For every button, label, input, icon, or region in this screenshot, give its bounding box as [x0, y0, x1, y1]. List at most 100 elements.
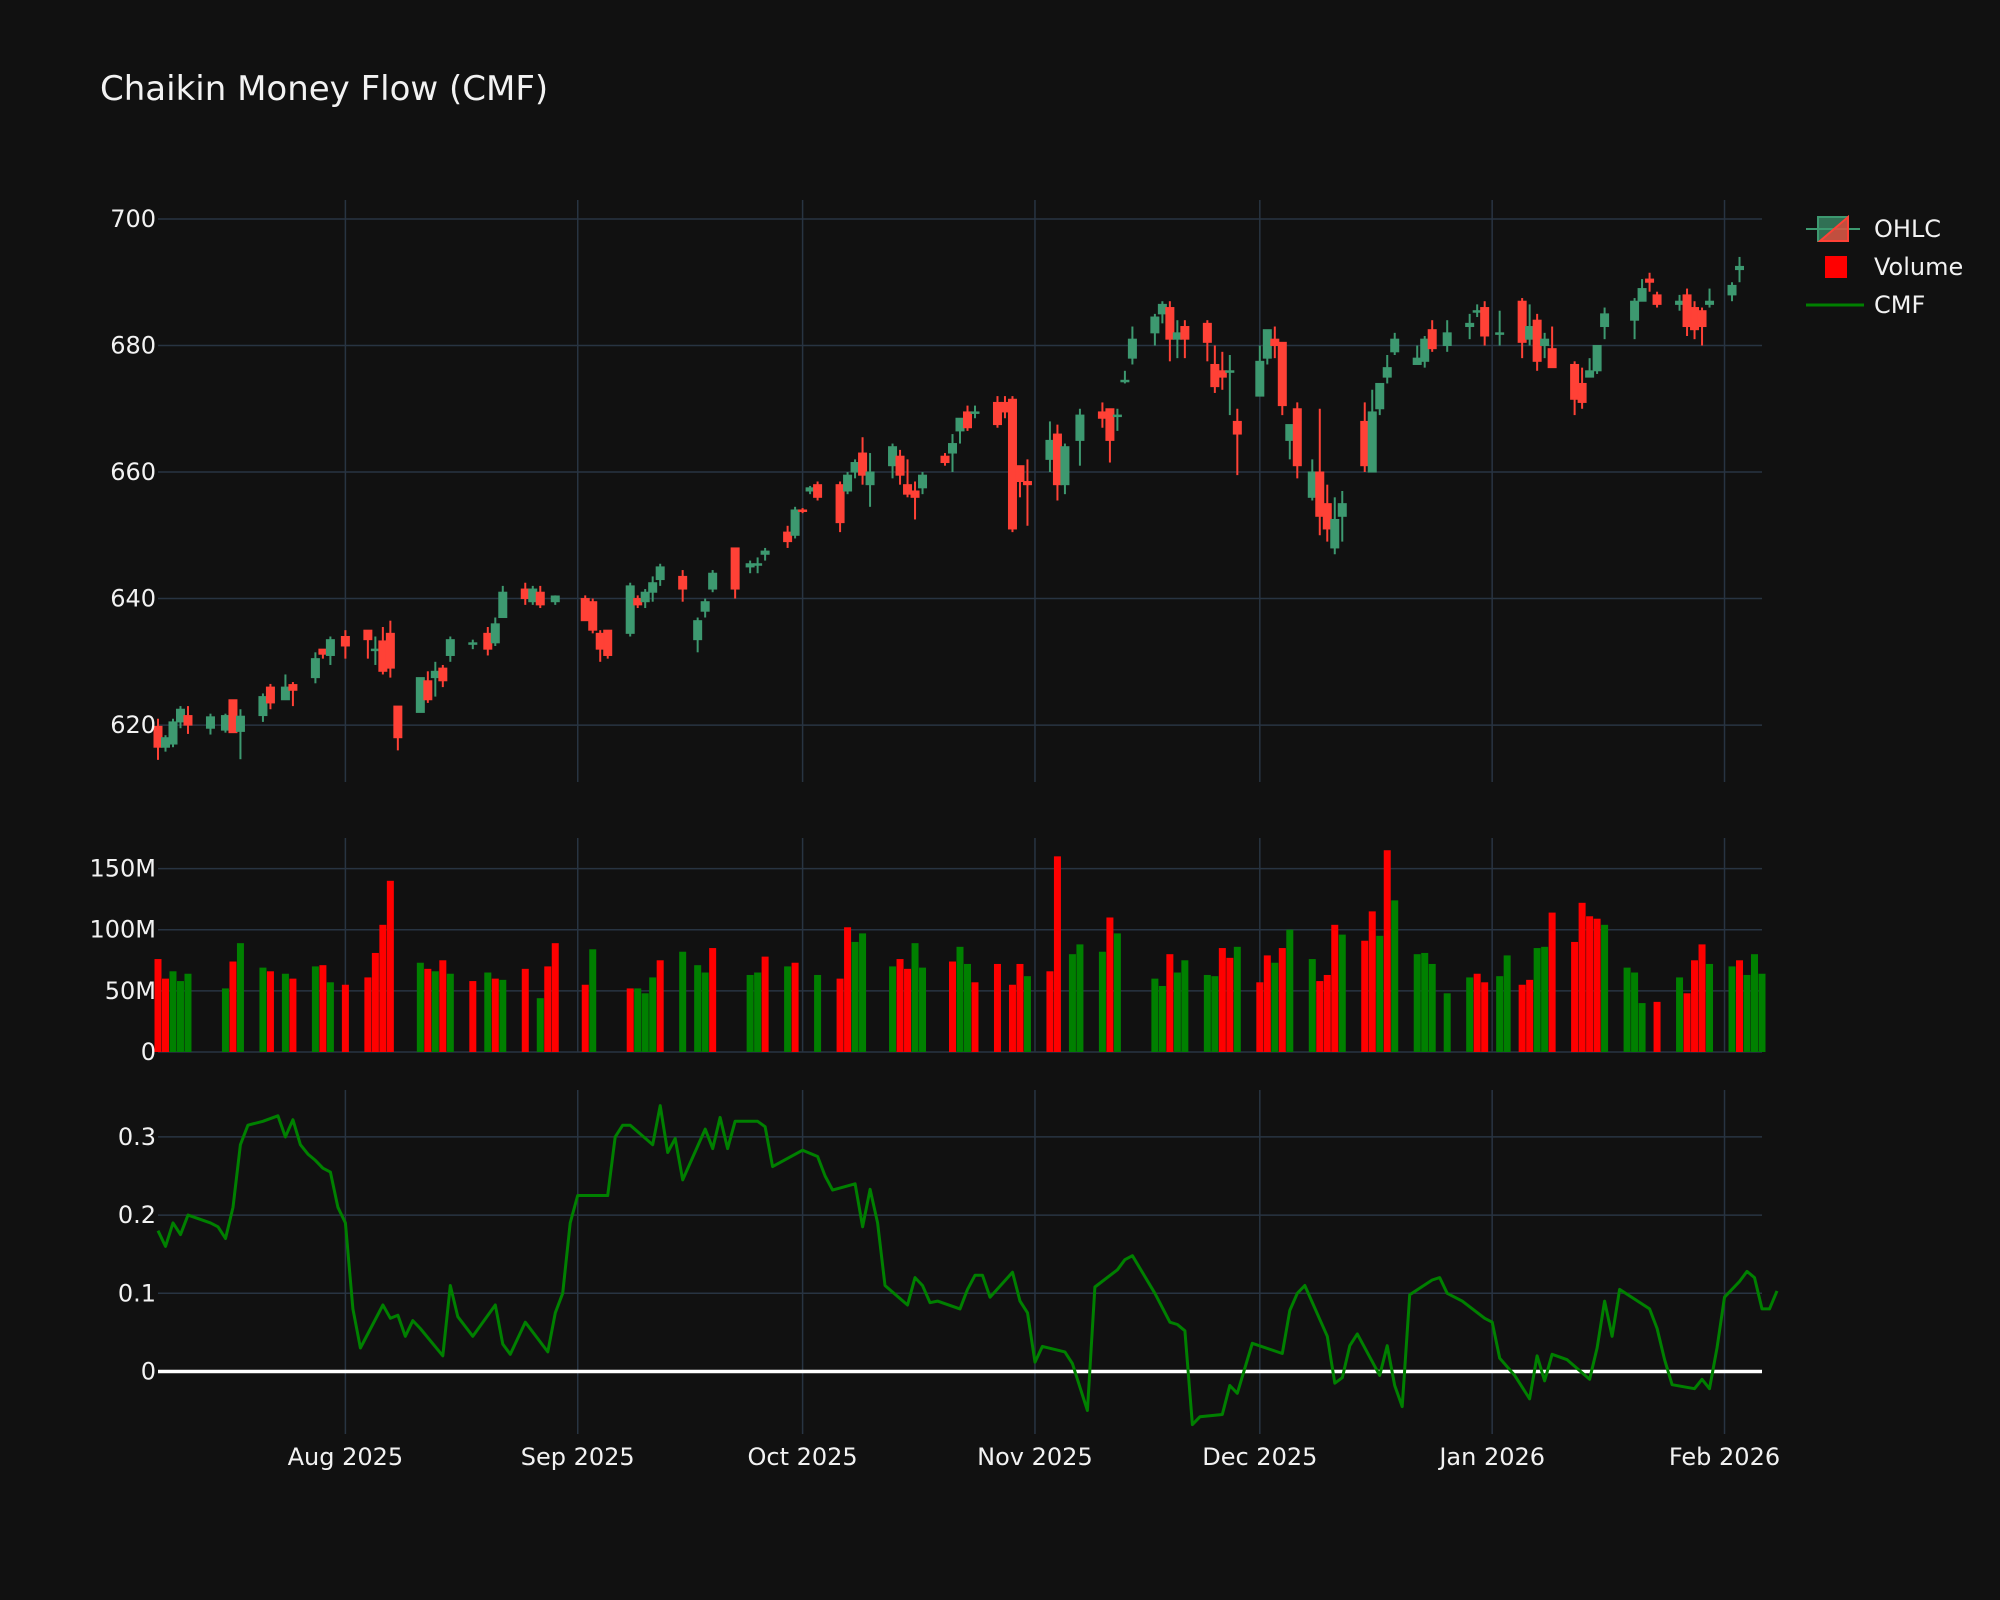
volume-bar	[1331, 924, 1339, 1052]
candlestick	[753, 557, 763, 574]
candle-body	[633, 598, 643, 606]
volume-bar	[851, 941, 859, 1052]
volume-bar	[904, 968, 912, 1052]
candlestick	[1382, 354, 1392, 384]
candlestick	[228, 699, 238, 734]
candlestick	[325, 636, 335, 665]
candle-body	[1480, 307, 1490, 337]
volume-bar	[1526, 979, 1534, 1052]
candle-body	[1375, 382, 1385, 410]
volume-bar	[761, 956, 769, 1052]
volume-bar	[1751, 954, 1759, 1052]
candle-body	[708, 572, 718, 590]
candlestick	[1217, 351, 1227, 390]
y-tick-label: 150M	[89, 855, 156, 883]
candlestick	[1180, 320, 1190, 359]
candlestick	[1255, 345, 1265, 397]
candle-body	[1525, 326, 1535, 340]
volume-bar	[1068, 954, 1076, 1052]
volume-bar	[521, 968, 529, 1052]
candle-body	[940, 455, 950, 464]
candlestick	[603, 629, 613, 659]
y-tick-label: 0	[141, 1357, 156, 1385]
volume-bar	[326, 982, 334, 1052]
candle-body	[992, 401, 1002, 426]
volume-bar	[469, 981, 477, 1052]
x-tick-label: Jan 2026	[1437, 1443, 1545, 1471]
candle-body	[1000, 401, 1010, 413]
candle-body	[1600, 313, 1610, 328]
y-tick-label: 640	[110, 585, 156, 613]
legend[interactable]: OHLC Volume CMF	[1806, 214, 1963, 319]
candle-body	[175, 708, 185, 723]
volume-bar	[1316, 981, 1324, 1052]
candlestick	[438, 664, 448, 688]
cmf-panel	[156, 1104, 1779, 1427]
candle-body	[438, 667, 448, 682]
volume-bar	[1383, 850, 1391, 1052]
candle-body	[1652, 294, 1662, 305]
volume-bar	[889, 966, 897, 1052]
volume-bar	[424, 968, 432, 1052]
candlestick	[363, 629, 373, 659]
volume-bar	[1586, 916, 1594, 1052]
candle-body	[1262, 329, 1272, 359]
candlestick	[865, 453, 875, 507]
candle-body	[1045, 439, 1055, 460]
volume-bar	[281, 973, 289, 1052]
legend-item-volume[interactable]: Volume	[1825, 253, 1963, 281]
legend-item-ohlc[interactable]: OHLC	[1806, 214, 1941, 243]
volume-bar	[641, 993, 649, 1052]
candle-body	[1570, 363, 1580, 400]
candle-body	[1202, 322, 1212, 343]
candlestick	[1127, 326, 1137, 365]
y-tick-label: 660	[110, 458, 156, 486]
volume-bar	[169, 971, 177, 1052]
volume-bar	[1706, 963, 1714, 1052]
candlestick	[1517, 298, 1527, 359]
candlestick	[1292, 402, 1302, 479]
candlestick	[1495, 310, 1505, 346]
volume-bar	[1736, 960, 1744, 1052]
candle-body	[1427, 329, 1437, 350]
volume-bar	[1338, 934, 1346, 1052]
candlestick	[310, 652, 320, 684]
x-tick-label: Aug 2025	[288, 1443, 404, 1471]
candle-body	[168, 721, 178, 745]
candle-body	[850, 462, 860, 473]
candle-body	[498, 591, 508, 619]
candle-body	[445, 639, 455, 656]
candle-body	[813, 484, 823, 498]
candlestick	[258, 693, 268, 722]
candle-body	[258, 696, 268, 717]
candlestick	[205, 713, 215, 735]
candle-body	[1547, 348, 1557, 369]
candlestick	[693, 617, 703, 653]
volume-bar	[1758, 973, 1766, 1052]
volume-bar	[754, 972, 762, 1052]
candle-body	[265, 686, 275, 704]
candle-body	[888, 446, 898, 467]
candle-body	[520, 588, 530, 600]
volume-bar	[439, 960, 447, 1052]
candlestick	[918, 472, 928, 495]
volume-bar	[544, 966, 552, 1052]
legend-item-cmf[interactable]: CMF	[1806, 291, 1925, 319]
candle-body	[1217, 370, 1227, 378]
y-tick-label: 0	[141, 1038, 156, 1066]
candlestick	[1015, 465, 1025, 498]
candle-body	[918, 474, 928, 489]
candlestick	[1225, 354, 1235, 416]
volume-bar	[859, 933, 867, 1052]
volume-bar	[911, 943, 919, 1052]
candlestick	[393, 705, 403, 751]
candle-body	[693, 620, 703, 641]
volume-swatch	[1825, 256, 1847, 278]
candlestick	[970, 405, 980, 419]
volume-bar	[814, 974, 822, 1052]
volume-bar	[1466, 977, 1474, 1052]
volume-bar	[289, 978, 297, 1052]
ohlc-swatch-down	[1817, 214, 1849, 242]
